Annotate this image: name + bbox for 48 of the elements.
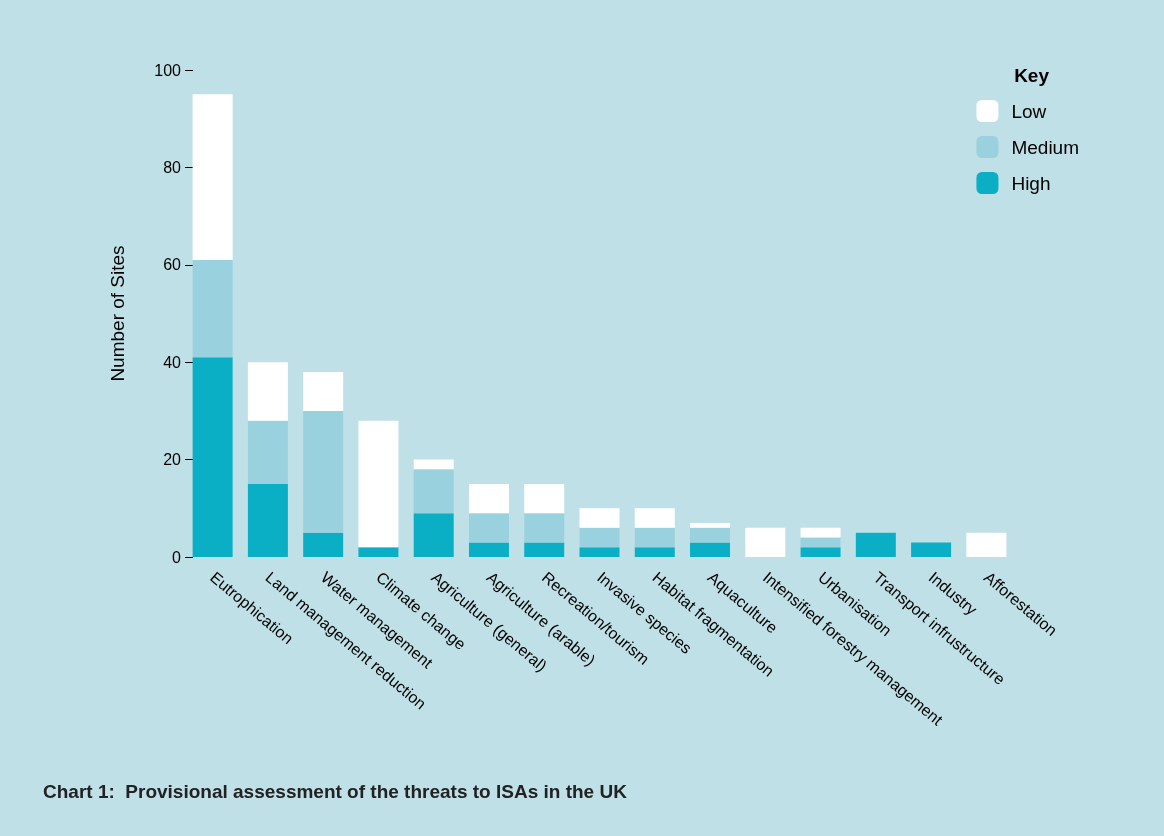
y-tick-label: 0 <box>172 548 182 566</box>
bar <box>468 483 509 514</box>
y-tick-label: 60 <box>163 256 182 274</box>
bar <box>524 542 565 557</box>
bar <box>247 362 288 421</box>
bar <box>192 94 233 260</box>
bar <box>413 459 454 470</box>
bar <box>303 532 344 557</box>
bar <box>690 542 731 557</box>
bar <box>966 532 1007 557</box>
text: Chart 1: Provisional assessment of the threats to ISAs in the UK <box>43 781 628 802</box>
bar <box>579 547 620 557</box>
bar <box>690 527 731 543</box>
y-tick-label: 80 <box>163 158 182 176</box>
bar <box>358 420 399 548</box>
bar <box>634 527 675 548</box>
bar <box>413 469 454 514</box>
bar <box>911 542 952 557</box>
bar <box>358 547 399 557</box>
bar <box>634 508 675 528</box>
bar <box>413 513 454 557</box>
bar <box>800 527 841 538</box>
y-tick-label: 40 <box>163 353 182 371</box>
y-tick-label: 20 <box>163 451 182 469</box>
bar <box>634 547 675 557</box>
bar <box>690 522 731 528</box>
bar <box>192 259 233 358</box>
bar <box>524 483 565 514</box>
y-tick-label: 100 <box>154 61 182 79</box>
bar <box>303 371 344 411</box>
bar <box>579 508 620 528</box>
bar <box>303 410 344 533</box>
y-axis-title: Number of Sites <box>107 245 128 382</box>
legend-title: Key <box>1014 65 1050 86</box>
bar <box>192 357 233 557</box>
bar <box>855 532 896 557</box>
bar <box>247 483 288 557</box>
bar <box>745 527 786 557</box>
bar <box>468 513 509 543</box>
legend-label: High <box>1011 172 1051 194</box>
bar <box>247 420 288 484</box>
bar <box>800 537 841 548</box>
bar <box>579 527 620 548</box>
bar <box>800 547 841 557</box>
legend-label: Medium <box>1011 136 1079 158</box>
bar <box>468 542 509 557</box>
legend-label: Low <box>1011 100 1047 122</box>
bar <box>524 513 565 543</box>
